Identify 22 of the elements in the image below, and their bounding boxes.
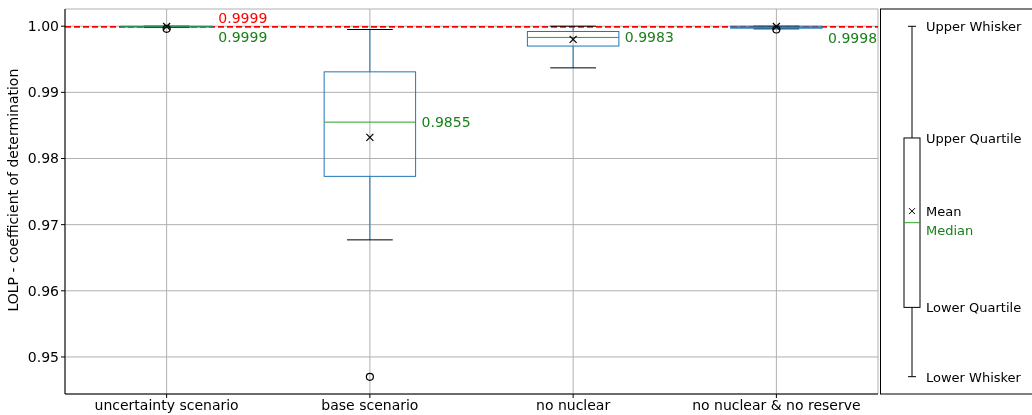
y-tick-label: 0.96 xyxy=(27,282,60,299)
y-tick-label: 0.99 xyxy=(27,84,59,101)
x-tick-label: uncertainty scenario xyxy=(94,396,239,413)
text: Upper Whisker xyxy=(926,19,1023,35)
text: Lower Quartile xyxy=(926,300,1022,316)
y-tick-label: 0.97 xyxy=(27,216,59,233)
annotation: 0.9983 xyxy=(624,29,674,46)
text: Median xyxy=(926,223,974,239)
text: Upper Quartile xyxy=(926,130,1022,146)
annotation: 0.9855 xyxy=(421,114,471,131)
text: Mean xyxy=(926,204,962,220)
y-tick-label: 0.98 xyxy=(27,150,59,167)
y-axis-title: LOLP - coefficient of determination xyxy=(4,68,21,312)
x-tick-label: no nuclear xyxy=(536,396,611,413)
x-tick-label: base scenario xyxy=(321,396,419,413)
x-tick-label: no nuclear & no reserve xyxy=(692,396,861,413)
annotation: 0.9998 xyxy=(828,29,878,46)
text: Lower Whisker xyxy=(926,369,1022,385)
annotation: 0.9999 xyxy=(218,28,268,45)
y-tick-label: 0.95 xyxy=(27,348,59,365)
y-tick-label: 1.00 xyxy=(27,18,59,35)
ref-line-label: 0.9999 xyxy=(218,9,268,26)
